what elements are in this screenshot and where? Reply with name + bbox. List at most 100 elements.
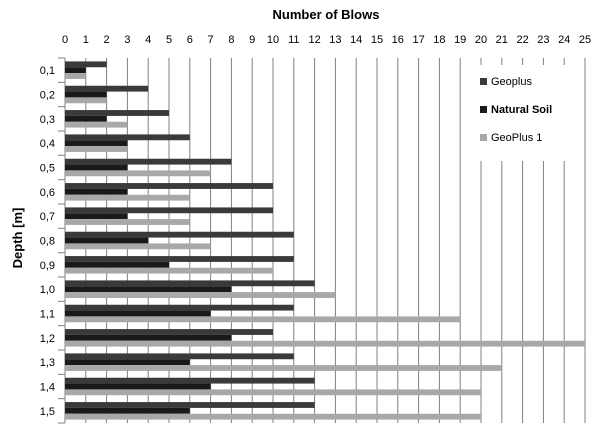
y-tick-label-8: 0,9 (40, 260, 55, 272)
bar-geoplus-6 (65, 207, 273, 214)
y-tick-label-6: 0,7 (40, 211, 55, 223)
bar-natural-soil-3 (65, 140, 128, 147)
bar-natural-soil-11 (65, 334, 232, 341)
bar-natural-soil-13 (65, 383, 211, 390)
bar-geoplus-4 (65, 158, 232, 165)
bar-natural-soil-14 (65, 407, 190, 414)
x-tick-label-23: 23 (537, 34, 549, 46)
x-tick-label-10: 10 (267, 34, 279, 46)
bar-geoplus-3 (65, 134, 190, 141)
y-tick-label-13: 1,4 (40, 382, 55, 394)
bar-geoplus-1-0 (65, 73, 86, 79)
bar-geoplus-5 (65, 183, 273, 189)
y-tick-label-4: 0,5 (40, 163, 55, 175)
bar-geoplus-14 (65, 402, 315, 408)
bar-geoplus-1-6 (65, 219, 190, 225)
legend: Geoplus Natural Soil GeoPlus 1 (474, 65, 584, 161)
x-tick-labels: 0 1 2 3 4 5 6 7 8 9 10 11 12 13 14 15 16 17 18 19 20 21 22 23 24… (62, 34, 591, 46)
bar-natural-soil-10 (65, 310, 211, 317)
x-tick-label-5: 5 (166, 34, 172, 46)
bar-geoplus-11 (65, 329, 273, 335)
legend-label-1: Natural Soil (491, 104, 552, 116)
bar-geoplus-1-5 (65, 194, 190, 201)
legend-label-0: Geoplus (491, 76, 532, 88)
legend-swatch-0 (480, 78, 487, 85)
bar-natural-soil-12 (65, 359, 190, 366)
bar-geoplus-2 (65, 110, 169, 116)
x-tick-label-21: 21 (496, 34, 508, 46)
y-tick-label-11: 1,2 (40, 333, 55, 345)
bar-geoplus-1 (65, 85, 149, 92)
y-tick-label-5: 0,6 (40, 187, 55, 199)
legend-background (474, 65, 584, 161)
bar-natural-soil-2 (65, 115, 107, 122)
bar-geoplus-13 (65, 377, 315, 384)
bar-geoplus-1-14 (65, 413, 481, 420)
y-tick-label-1: 0,2 (40, 90, 55, 102)
legend-swatch-2 (480, 134, 487, 141)
bar-natural-soil-1 (65, 91, 107, 98)
y-tick-label-2: 0,3 (40, 114, 55, 126)
bar-natural-soil-0 (65, 67, 86, 74)
bar-geoplus-10 (65, 304, 294, 311)
x-tick-label-1: 1 (83, 34, 89, 46)
bar-natural-soil-5 (65, 188, 128, 195)
x-tick-label-18: 18 (433, 34, 445, 46)
y-tick-label-9: 1,0 (40, 284, 55, 296)
bars (65, 61, 585, 420)
x-tick-label-14: 14 (350, 34, 362, 46)
bar-geoplus-1-12 (65, 365, 502, 371)
bar-geoplus-1-3 (65, 146, 128, 152)
bar-geoplus-1-11 (65, 340, 585, 347)
bar-natural-soil-9 (65, 286, 232, 293)
x-tick-label-7: 7 (208, 34, 214, 46)
bar-geoplus-7 (65, 231, 294, 238)
x-tick-label-16: 16 (392, 34, 404, 46)
x-tick-label-20: 20 (475, 34, 487, 46)
x-tick-label-11: 11 (288, 34, 299, 46)
x-tick-label-19: 19 (454, 34, 466, 46)
bar-natural-soil-4 (65, 164, 128, 171)
x-tick-label-25: 25 (579, 34, 591, 46)
bar-geoplus-1-10 (65, 316, 461, 323)
y-tick-label-10: 1,1 (40, 309, 55, 321)
bar-geoplus-1-2 (65, 121, 128, 128)
bar-geoplus-0 (65, 61, 107, 68)
bar-geoplus-1-4 (65, 170, 211, 177)
x-tick-label-2: 2 (104, 34, 110, 46)
x-tick-label-3: 3 (124, 34, 130, 46)
bar-natural-soil-6 (65, 213, 128, 220)
y-tick-label-12: 1,3 (40, 357, 55, 369)
bar-geoplus-1-8 (65, 267, 273, 274)
x-tick-label-17: 17 (412, 34, 424, 46)
x-tick-label-9: 9 (249, 34, 255, 46)
bar-geoplus-1-1 (65, 97, 107, 104)
x-tick-label-8: 8 (228, 34, 234, 46)
chart-title: Number of Blows (273, 7, 380, 22)
y-tick-label-3: 0,4 (40, 138, 55, 150)
x-tick-label-15: 15 (371, 34, 383, 46)
bar-geoplus-1-9 (65, 292, 336, 298)
bar-natural-soil-8 (65, 261, 169, 268)
x-tick-label-24: 24 (558, 34, 570, 46)
x-tick-label-4: 4 (145, 34, 151, 46)
x-tick-label-13: 13 (329, 34, 341, 46)
y-tick-label-14: 1,5 (40, 406, 55, 418)
bar-natural-soil-7 (65, 237, 149, 244)
y-tick-labels: 0,1 0,2 0,3 0,4 0,5 0,6 0,7 0,8 0,9 1,0 1,1 1,2 1,3 1… (40, 65, 55, 418)
y-tick-label-0: 0,1 (40, 65, 55, 77)
bar-geoplus-9 (65, 280, 315, 287)
x-tick-label-6: 6 (187, 34, 193, 46)
y-tick-label-7: 0,8 (40, 236, 55, 248)
legend-swatch-1 (480, 106, 487, 113)
legend-label-2: GeoPlus 1 (491, 132, 542, 144)
x-tick-label-0: 0 (62, 34, 68, 46)
bar-geoplus-8 (65, 256, 294, 262)
bar-geoplus-1-7 (65, 243, 211, 250)
x-tick-label-12: 12 (308, 34, 320, 46)
y-axis-label: Depth [m] (10, 208, 25, 269)
x-tick-label-22: 22 (516, 34, 528, 46)
bar-geoplus-1-13 (65, 389, 481, 396)
gridlines (58, 57, 586, 424)
